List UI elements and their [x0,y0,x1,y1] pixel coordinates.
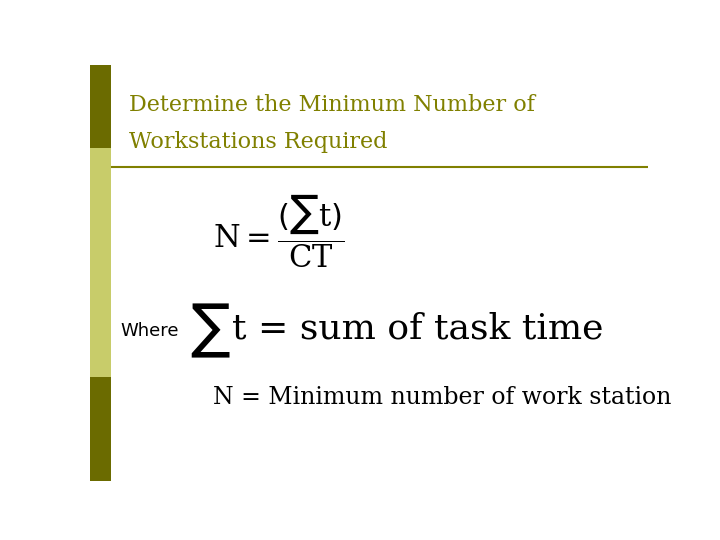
Bar [90,65,111,148]
Text: $\mathregular{N} = \dfrac{(\sum \mathregular{t})}{\mathregular{CT}}$: $\mathregular{N} = \dfrac{(\sum \mathreg… [213,192,344,270]
Text: N = Minimum number of work station: N = Minimum number of work station [213,386,671,409]
Text: $\sum$: $\sum$ [190,302,231,360]
Text: Where: Where [121,322,179,340]
Text: t = sum of task time: t = sum of task time [233,312,604,346]
Text: Workstations Required: Workstations Required [129,131,387,153]
Text: Determine the Minimum Number of: Determine the Minimum Number of [129,94,535,116]
Bar [90,377,111,481]
Bar [90,148,111,377]
